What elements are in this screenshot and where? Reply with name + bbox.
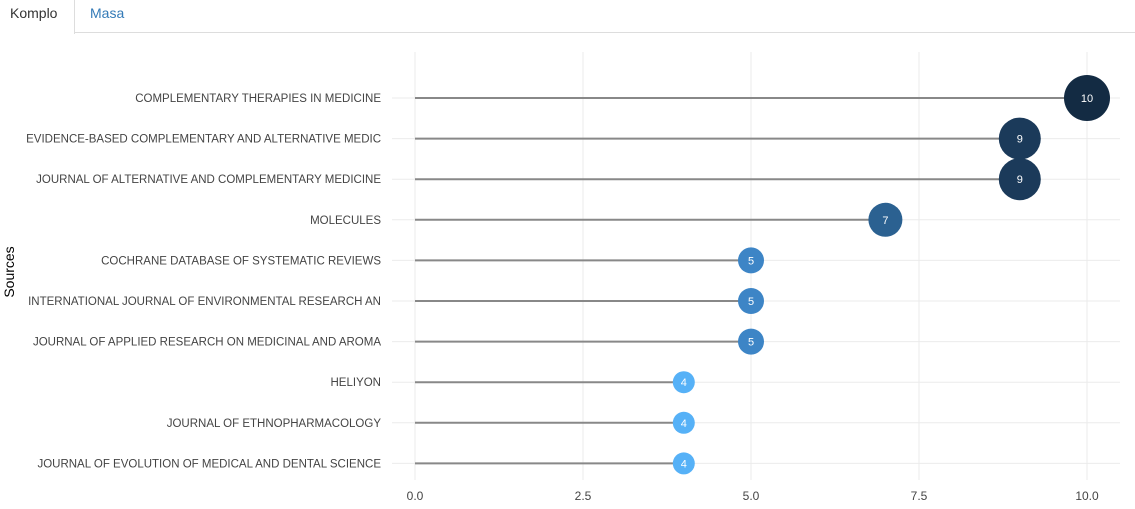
dot xyxy=(1064,75,1110,121)
dot xyxy=(672,411,695,434)
tab-bar: Komplo Masa xyxy=(0,0,1135,34)
y-tick-label: JOURNAL OF ETHNOPHARMACOLOGY xyxy=(167,418,382,430)
data-label: 5 xyxy=(748,337,754,349)
lollipop-chart: 10 9 9 7 5 5 5 4 4 4 COMPLEMENTARY THERAPIES IN M… xyxy=(1,52,1120,503)
x-tick-label: 5.0 xyxy=(743,489,760,503)
x-tick-label: 10.0 xyxy=(1075,489,1099,503)
tab-masa[interactable]: Masa xyxy=(90,5,125,21)
x-tick-label: 7.5 xyxy=(911,489,928,503)
data-label: 10 xyxy=(1081,93,1093,105)
dot xyxy=(738,247,764,274)
dot xyxy=(868,202,903,237)
y-tick-label: HELIYON xyxy=(331,377,382,389)
tab-komplo[interactable]: Komplo xyxy=(0,0,75,34)
y-axis-title: Sources xyxy=(1,246,17,297)
dot xyxy=(672,371,695,394)
dots: 10 9 9 7 5 5 5 4 4 4 xyxy=(672,75,1110,475)
data-label: 9 xyxy=(1017,174,1023,186)
y-tick-label: JOURNAL OF ALTERNATIVE AND COMPLEMENTARY… xyxy=(36,174,381,186)
data-label: 4 xyxy=(681,377,687,389)
data-label: 9 xyxy=(1017,134,1023,146)
stems xyxy=(415,97,1087,465)
y-tick-label: MOLECULES xyxy=(310,215,381,227)
y-tick-label: COMPLEMENTARY THERAPIES IN MEDICINE xyxy=(135,93,381,105)
y-axis-labels: COMPLEMENTARY THERAPIES IN MEDICINE EVIDE… xyxy=(26,93,381,470)
dot xyxy=(672,452,695,475)
y-tick-label: INTERNATIONAL JOURNAL OF ENVIRONMENTAL R… xyxy=(28,296,381,308)
tab-bar-divider xyxy=(0,32,1135,33)
x-axis-labels: 0.0 2.5 5.0 7.5 10.0 xyxy=(407,489,1099,503)
data-label: 4 xyxy=(681,458,687,470)
dot xyxy=(738,328,764,355)
x-tick-label: 0.0 xyxy=(407,489,424,503)
data-label: 7 xyxy=(882,215,888,227)
y-tick-label: EVIDENCE-BASED COMPLEMENTARY AND ALTERNA… xyxy=(26,134,381,146)
data-label: 5 xyxy=(748,255,754,267)
data-label: 4 xyxy=(681,418,687,430)
dot xyxy=(998,158,1041,201)
dot xyxy=(998,117,1041,160)
y-tick-label: COCHRANE DATABASE OF SYSTEMATIC REVIEWS xyxy=(101,255,381,267)
y-tick-label: JOURNAL OF EVOLUTION OF MEDICAL AND DENT… xyxy=(37,458,381,470)
y-tick-label: JOURNAL OF APPLIED RESEARCH ON MEDICINAL… xyxy=(33,337,381,349)
dot xyxy=(738,288,764,314)
x-tick-label: 2.5 xyxy=(575,489,592,503)
data-label: 5 xyxy=(748,296,754,308)
